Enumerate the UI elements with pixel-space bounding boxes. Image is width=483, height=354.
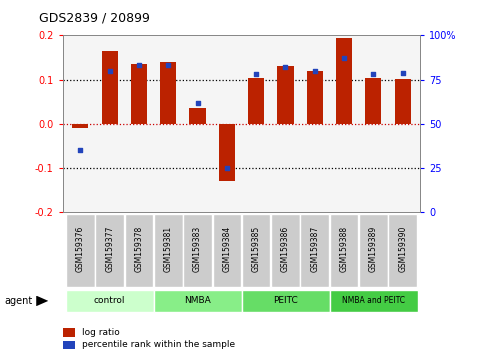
Bar <box>307 71 323 124</box>
Bar <box>63 328 75 337</box>
Bar <box>330 214 358 287</box>
Bar <box>248 78 264 124</box>
Point <box>340 56 348 61</box>
Point <box>164 63 172 68</box>
Point <box>252 72 260 77</box>
Text: GSM159381: GSM159381 <box>164 226 173 272</box>
Bar <box>183 214 212 287</box>
Text: GSM159384: GSM159384 <box>222 226 231 272</box>
Point <box>282 64 289 70</box>
Point <box>135 63 143 68</box>
Text: GSM159389: GSM159389 <box>369 226 378 272</box>
Bar <box>154 290 242 312</box>
Bar <box>160 62 176 124</box>
Bar <box>63 341 75 349</box>
Text: agent: agent <box>5 296 33 306</box>
Bar <box>300 214 329 287</box>
Bar <box>66 214 95 287</box>
Text: NMBA: NMBA <box>184 296 211 305</box>
Text: GSM159383: GSM159383 <box>193 226 202 272</box>
Bar <box>395 79 411 124</box>
Bar <box>219 124 235 181</box>
Text: GSM159378: GSM159378 <box>134 226 143 272</box>
Bar <box>242 214 270 287</box>
Bar <box>131 64 147 124</box>
Text: PEITC: PEITC <box>273 296 298 305</box>
Text: GSM159385: GSM159385 <box>252 226 261 272</box>
Text: NMBA and PEITC: NMBA and PEITC <box>342 296 405 305</box>
Text: percentile rank within the sample: percentile rank within the sample <box>83 341 236 349</box>
Bar <box>189 108 206 124</box>
Point <box>369 72 377 77</box>
Point <box>76 148 84 153</box>
Bar <box>72 124 88 128</box>
Text: GSM159390: GSM159390 <box>398 226 407 272</box>
Bar <box>388 214 417 287</box>
Polygon shape <box>36 296 48 306</box>
Text: GSM159386: GSM159386 <box>281 226 290 272</box>
Text: GSM159376: GSM159376 <box>76 226 85 272</box>
Bar <box>125 214 153 287</box>
Bar <box>213 214 241 287</box>
Bar <box>154 214 183 287</box>
Point <box>106 68 114 74</box>
Bar <box>101 51 118 124</box>
Text: GSM159387: GSM159387 <box>310 226 319 272</box>
Bar <box>359 214 388 287</box>
Bar <box>277 66 294 124</box>
Bar <box>336 38 352 124</box>
Bar <box>242 290 330 312</box>
Bar <box>365 78 382 124</box>
Point <box>194 100 201 105</box>
Text: log ratio: log ratio <box>83 328 120 337</box>
Bar <box>66 290 154 312</box>
Point <box>311 68 319 74</box>
Text: control: control <box>94 296 126 305</box>
Bar <box>271 214 300 287</box>
Text: GSM159388: GSM159388 <box>340 226 349 272</box>
Text: GDS2839 / 20899: GDS2839 / 20899 <box>39 12 150 25</box>
Bar <box>330 290 418 312</box>
Text: GSM159377: GSM159377 <box>105 226 114 272</box>
Point <box>399 70 407 75</box>
Bar <box>95 214 124 287</box>
Point <box>223 165 231 171</box>
